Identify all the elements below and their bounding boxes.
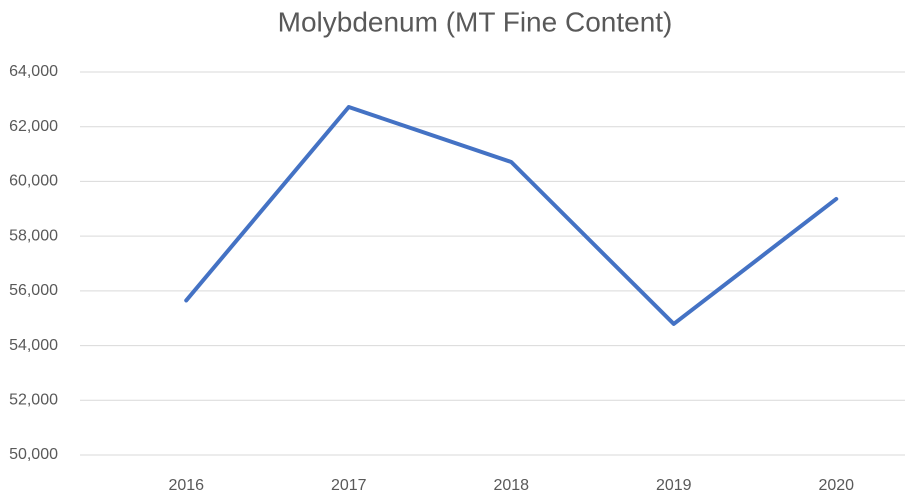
x-tick-label: 2016 <box>168 477 204 494</box>
x-tick-label: 2019 <box>656 477 692 494</box>
y-tick-label: 58,000 <box>9 227 58 244</box>
y-tick-label: 62,000 <box>9 118 58 135</box>
y-tick-label: 64,000 <box>9 63 58 80</box>
y-tick-label: 60,000 <box>9 173 58 190</box>
y-tick-label: 56,000 <box>9 282 58 299</box>
y-tick-label: 54,000 <box>9 337 58 354</box>
chart-title: Molybdenum (MT Fine Content) <box>278 6 673 37</box>
x-tick-label: 2018 <box>493 477 529 494</box>
x-tick-label: 2017 <box>331 477 367 494</box>
y-tick-label: 52,000 <box>9 392 58 409</box>
x-tick-label: 2020 <box>818 477 854 494</box>
y-tick-label: 50,000 <box>9 446 58 463</box>
line-series <box>184 105 839 326</box>
